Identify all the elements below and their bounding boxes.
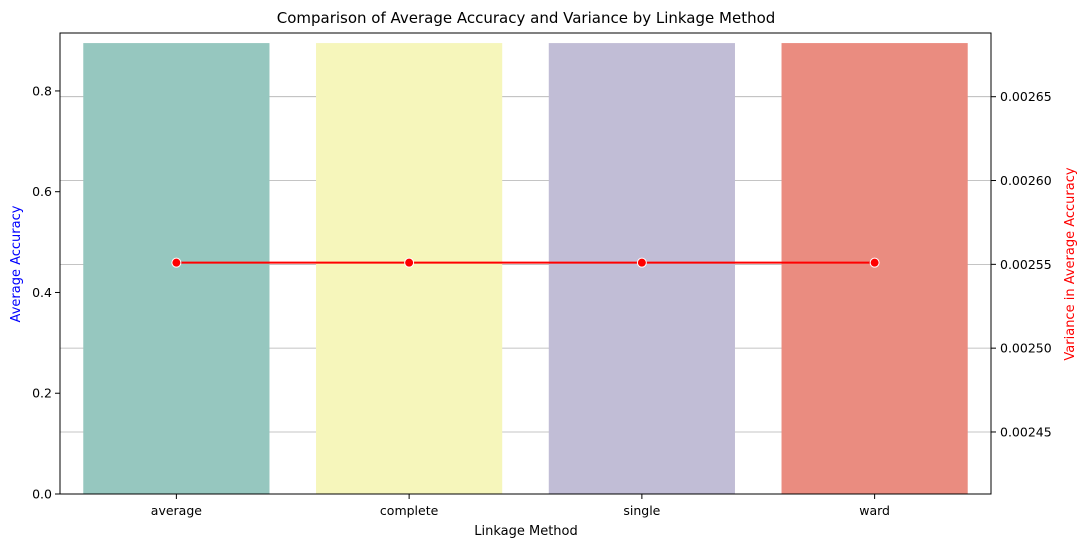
x-tick-label-ward: ward bbox=[859, 503, 890, 518]
y-tick-label: 0.6 bbox=[32, 184, 52, 199]
bar-average bbox=[83, 43, 270, 494]
y-right-tick-label: 0.00265 bbox=[1000, 89, 1052, 104]
y-right-axis-label: Variance in Average Accuracy bbox=[1063, 167, 1078, 360]
y-right-tick-label: 0.00245 bbox=[1000, 424, 1052, 439]
x-tick-label-complete: complete bbox=[380, 503, 439, 518]
axes-layer: 0.0 0.2 0.4 0.6 0.8 0.00245 0.00250 0.00255 0.00… bbox=[32, 32, 1052, 518]
bars-layer bbox=[83, 43, 968, 494]
y-right-tick-label: 0.00260 bbox=[1000, 173, 1052, 188]
chart-title: Comparison of Average Accuracy and Varia… bbox=[277, 9, 776, 27]
y-right-tick-label: 0.00255 bbox=[1000, 257, 1052, 272]
variance-point-ward bbox=[869, 257, 880, 268]
y-tick-label: 0.8 bbox=[32, 83, 52, 98]
y-tick-label: 0.4 bbox=[32, 285, 52, 300]
line-layer bbox=[171, 257, 880, 268]
x-axis-label: Linkage Method bbox=[474, 524, 578, 539]
x-tick-label-single: single bbox=[623, 503, 660, 518]
x-tick-label-average: average bbox=[151, 503, 202, 518]
variance-point-average bbox=[171, 257, 182, 268]
bar-single bbox=[548, 43, 735, 494]
bar-complete bbox=[316, 43, 503, 494]
variance-point-single bbox=[636, 257, 647, 268]
bar-ward bbox=[781, 43, 968, 494]
y-axis-label: Average Accuracy bbox=[9, 205, 24, 322]
variance-point-complete bbox=[404, 257, 415, 268]
y-right-tick-label: 0.00250 bbox=[1000, 341, 1052, 356]
y-tick-label: 0.2 bbox=[32, 386, 52, 401]
y-tick-label: 0.0 bbox=[32, 487, 52, 502]
plot-frame bbox=[59, 32, 992, 495]
